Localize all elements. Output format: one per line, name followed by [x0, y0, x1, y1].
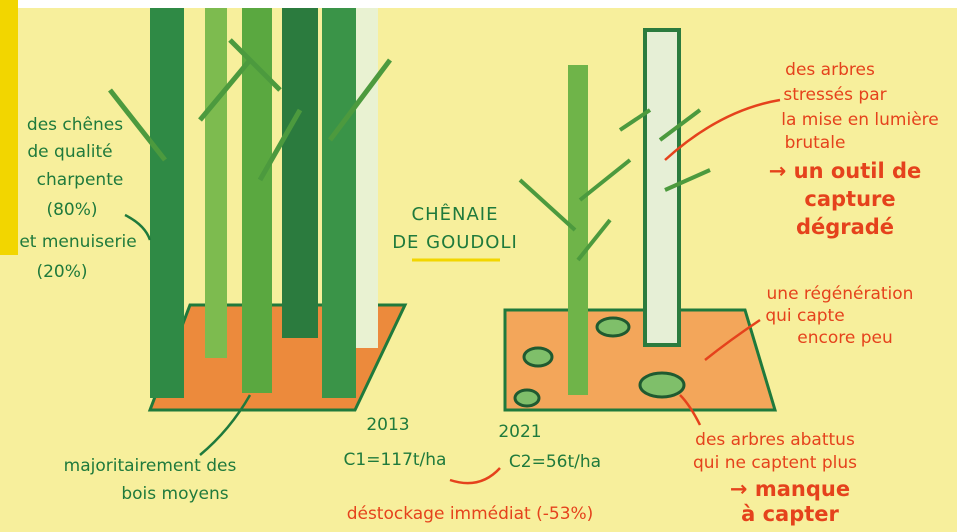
felled-trees-consequence: à capter [741, 502, 839, 526]
felled-trees-note: qui ne captent plus [693, 453, 857, 473]
stressed-trees-note: stressés par [783, 85, 886, 105]
top-strip [0, 0, 957, 8]
regeneration-note: encore peu [797, 328, 892, 348]
bottom-left-note: bois moyens [121, 484, 228, 504]
title: DE GOUDOLI [392, 232, 518, 253]
stressed-trees-consequence: capture [804, 187, 895, 211]
regeneration-note: une régénération [767, 284, 914, 304]
left-note: charpente [37, 170, 124, 190]
carbon-stock: C1=117t/ha [344, 450, 447, 470]
felled-trees-note: des arbres abattus [695, 430, 855, 450]
page: CHÊNAIE DE GOUDOLI des chênes de qualité cha… [0, 0, 957, 532]
left-note: de qualité [27, 142, 112, 162]
year: 2013 [366, 415, 409, 435]
trees-2013 [110, 8, 390, 398]
regeneration-note: qui capte [765, 306, 844, 326]
left-note: (20%) [36, 262, 87, 282]
left-note: des chênes [27, 115, 123, 135]
bottom-left-note: majoritairement des [64, 456, 237, 476]
stressed-trees-note: brutale [785, 133, 846, 153]
stressed-trees-consequence: dégradé [796, 215, 894, 239]
title: CHÊNAIE [412, 203, 499, 225]
felled-trees-consequence: → manque [730, 477, 850, 501]
left-note: (80%) [46, 200, 97, 220]
stressed-trees-consequence: → un outil de [769, 159, 922, 183]
carbon-stock: C2=56t/ha [509, 452, 601, 472]
illustration: CHÊNAIE DE GOUDOLI des chênes de qualité cha… [0, 0, 957, 532]
side-bar [0, 0, 18, 255]
year: 2021 [498, 422, 541, 442]
left-note: et menuiserie [19, 232, 136, 252]
stressed-trees-note: des arbres [785, 60, 875, 80]
stressed-trees-note: la mise en lumière [781, 110, 939, 130]
destocking: déstockage immédiat (-53%) [347, 504, 594, 524]
